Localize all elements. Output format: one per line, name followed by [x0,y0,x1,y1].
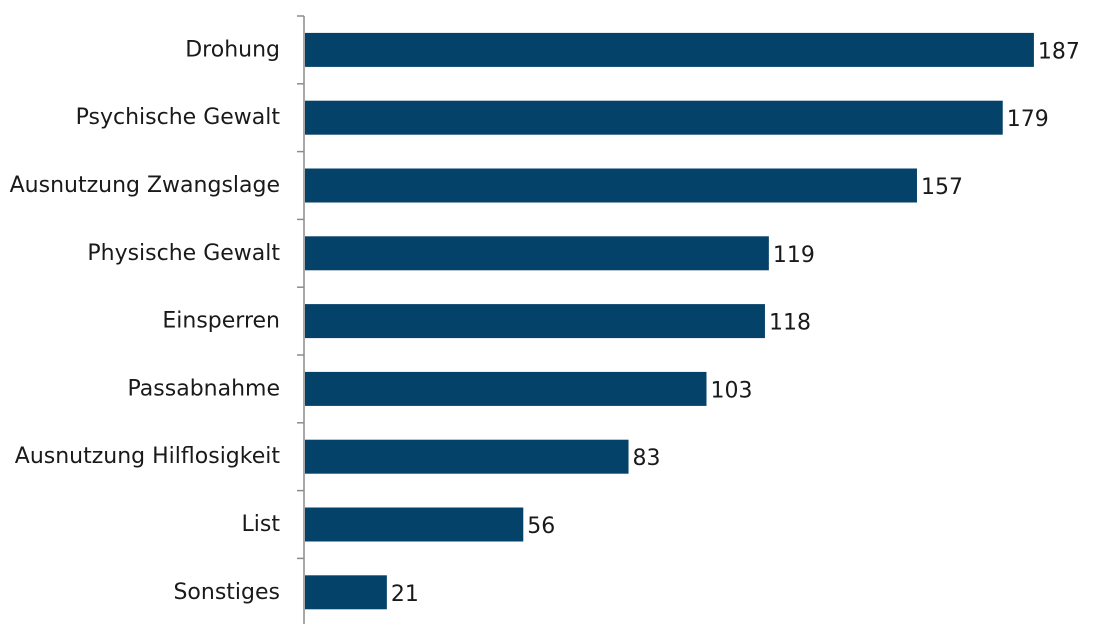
value-label: 157 [921,175,963,200]
category-label: Einsperren [162,309,280,334]
bar-4 [305,236,769,271]
value-label: 103 [710,378,752,403]
value-label: 187 [1038,39,1080,64]
bar-5 [305,304,765,339]
bar-1 [305,32,1034,67]
bar-6 [305,371,707,406]
value-label: 21 [391,582,419,607]
category-label: Ausnutzung Zwangslage [10,173,280,198]
bar-8 [305,507,524,542]
value-labels: 187 179 157 119 118 103 83 56 21 [391,39,1080,606]
axis-ticks [297,15,304,560]
bar-2 [305,100,1003,135]
value-label: 119 [773,243,815,268]
value-label: 118 [769,311,811,336]
category-label: Ausnutzung Hilflosigkeit [15,444,281,469]
value-label: 56 [527,514,555,539]
bars [305,32,1034,610]
value-label: 179 [1007,107,1049,132]
category-label: Physische Gewalt [87,241,280,266]
value-label: 83 [633,446,661,471]
category-label: Psychische Gewalt [76,105,281,130]
category-label: Drohung [185,37,280,62]
category-label: Sonstiges [173,580,280,605]
category-labels: Drohung Psychische Gewalt Ausnutzung Zwang… [10,37,281,604]
category-label: Passabnahme [128,376,280,401]
bar-3 [305,168,917,203]
bar-9 [305,575,387,610]
bar-7 [305,439,629,474]
category-label: List [242,512,281,537]
